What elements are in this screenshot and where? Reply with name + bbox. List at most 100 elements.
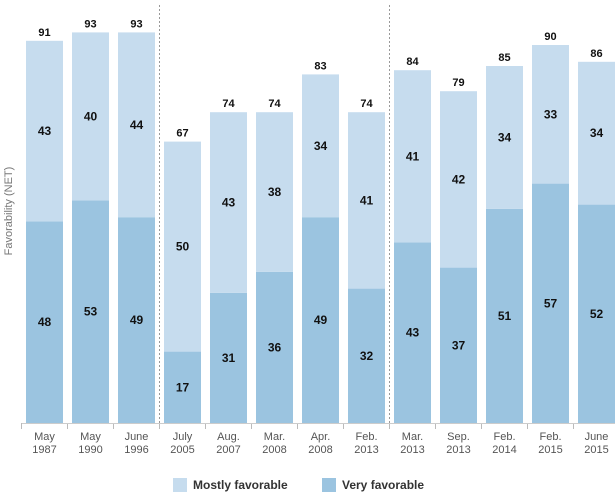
data-label-mostly-favorable: 41 xyxy=(406,149,420,163)
bar-very-favorable-may-1987 xyxy=(26,221,63,423)
bar-mostly-favorable-apr-2008 xyxy=(302,74,339,218)
tick-label-year: 2015 xyxy=(584,444,608,456)
labels-layer: 48 43 91 53 40 93 49 44 93 17 50 67 31 43 74 36 38 74 49 34… xyxy=(38,18,604,394)
bar-very-favorable-apr-2008 xyxy=(302,217,339,423)
data-label-total: 86 xyxy=(590,48,602,60)
tick-label-year: 1996 xyxy=(124,444,148,456)
data-label-total: 83 xyxy=(314,60,326,72)
bar-mostly-favorable-feb-2015 xyxy=(532,45,569,184)
tick-label-month: Mar. xyxy=(402,431,423,443)
x-tick-label-may-1990: May 1990 xyxy=(78,431,102,456)
data-label-total: 74 xyxy=(268,98,281,110)
bar-mostly-favorable-june-2015 xyxy=(578,61,615,205)
legend-swatch-very-favorable xyxy=(322,478,336,492)
data-label-total: 90 xyxy=(544,31,556,43)
tick-label-month: June xyxy=(585,431,609,443)
bar-very-favorable-may-1990 xyxy=(72,200,109,423)
tick-label-month: July xyxy=(173,431,193,443)
data-label-very-favorable: 43 xyxy=(406,326,420,340)
bar-very-favorable-june-2015 xyxy=(578,204,615,423)
tick-label-year: 1990 xyxy=(78,444,102,456)
bar-mostly-favorable-mar-2008 xyxy=(256,112,293,272)
x-tick-label-sep-2013: Sep. 2013 xyxy=(446,431,470,456)
legend-swatch-mostly-favorable xyxy=(173,478,187,492)
bar-mostly-favorable-june-1996 xyxy=(118,32,155,218)
data-label-total: 93 xyxy=(130,18,142,30)
x-tick-label-aug-2007: Aug. 2007 xyxy=(216,431,240,456)
data-label-total: 85 xyxy=(498,52,510,64)
data-label-mostly-favorable: 33 xyxy=(544,107,558,121)
tick-label-year: 2014 xyxy=(492,444,516,456)
data-label-very-favorable: 37 xyxy=(452,338,466,352)
bars-layer xyxy=(26,32,615,423)
bar-mostly-favorable-may-1987 xyxy=(26,40,63,222)
data-label-mostly-favorable: 34 xyxy=(590,126,604,140)
x-tick-label-feb-2015: Feb. 2015 xyxy=(538,431,562,456)
tick-label-month: Mar. xyxy=(264,431,285,443)
data-label-very-favorable: 52 xyxy=(590,307,604,321)
data-label-very-favorable: 49 xyxy=(130,313,144,327)
x-tick-label-mar-2013: Mar. 2013 xyxy=(400,431,424,456)
tick-label-year: 1987 xyxy=(32,444,56,456)
bar-mostly-favorable-feb-2013 xyxy=(348,112,385,289)
data-label-mostly-favorable: 34 xyxy=(498,130,512,144)
data-label-total: 91 xyxy=(38,27,50,39)
tick-label-year: 2013 xyxy=(354,444,378,456)
tick-label-year: 2007 xyxy=(216,444,240,456)
data-label-very-favorable: 17 xyxy=(176,380,190,394)
x-tick-label-july-2005: July 2005 xyxy=(170,431,194,456)
bar-very-favorable-july-2005 xyxy=(164,351,201,423)
data-label-total: 74 xyxy=(222,98,235,110)
bar-very-favorable-mar-2008 xyxy=(256,271,293,423)
tick-label-year: 2015 xyxy=(538,444,562,456)
data-label-very-favorable: 51 xyxy=(498,309,512,323)
data-label-mostly-favorable: 40 xyxy=(84,109,98,123)
data-label-very-favorable: 48 xyxy=(38,315,52,329)
data-label-very-favorable: 32 xyxy=(360,349,374,363)
x-tick-label-feb-2014: Feb. 2014 xyxy=(492,431,516,456)
tick-label-year: 2013 xyxy=(446,444,470,456)
bar-very-favorable-mar-2013 xyxy=(394,242,431,423)
tick-label-month: Sep. xyxy=(447,431,470,443)
data-label-very-favorable: 49 xyxy=(314,313,328,327)
data-label-total: 74 xyxy=(360,98,373,110)
tick-label-month: Aug. xyxy=(217,431,240,443)
bar-mostly-favorable-july-2005 xyxy=(164,141,201,352)
data-label-total: 79 xyxy=(452,77,464,89)
tick-label-month: Apr. xyxy=(311,431,331,443)
x-tick-label-may-1987: May 1987 xyxy=(32,431,56,456)
bar-very-favorable-feb-2013 xyxy=(348,288,385,423)
data-label-mostly-favorable: 42 xyxy=(452,172,466,186)
data-label-mostly-favorable: 43 xyxy=(222,196,236,210)
legend-label-very-favorable: Very favorable xyxy=(342,478,424,492)
tick-label-month: June xyxy=(125,431,149,443)
y-axis-title: Favorability (NET) xyxy=(3,167,15,256)
data-label-very-favorable: 31 xyxy=(222,351,236,365)
data-label-mostly-favorable: 44 xyxy=(130,118,144,132)
tick-label-year: 2013 xyxy=(400,444,424,456)
data-label-very-favorable: 53 xyxy=(84,305,98,319)
tick-label-month: Feb. xyxy=(539,431,561,443)
bar-very-favorable-aug-2007 xyxy=(210,292,247,423)
data-label-mostly-favorable: 38 xyxy=(268,185,282,199)
data-label-very-favorable: 57 xyxy=(544,296,558,310)
x-tick-label-mar-2008: Mar. 2008 xyxy=(262,431,286,456)
tick-label-month: Feb. xyxy=(355,431,377,443)
data-label-mostly-favorable: 34 xyxy=(314,139,328,153)
bar-very-favorable-feb-2015 xyxy=(532,183,569,423)
bar-mostly-favorable-mar-2013 xyxy=(394,70,431,243)
data-label-very-favorable: 36 xyxy=(268,340,282,354)
data-label-total: 93 xyxy=(84,18,96,30)
x-tick-label-feb-2013: Feb. 2013 xyxy=(354,431,378,456)
x-tick-label-june-2015: June 2015 xyxy=(584,431,608,456)
data-label-total: 84 xyxy=(406,56,419,68)
x-tick-label-apr-2008: Apr. 2008 xyxy=(308,431,332,456)
data-label-total: 67 xyxy=(176,128,188,140)
tick-label-year: 2008 xyxy=(262,444,286,456)
bar-mostly-favorable-may-1990 xyxy=(72,32,109,201)
bar-very-favorable-sep-2013 xyxy=(440,267,477,423)
x-tick-label-june-1996: June 1996 xyxy=(124,431,148,456)
data-label-mostly-favorable: 50 xyxy=(176,240,190,254)
